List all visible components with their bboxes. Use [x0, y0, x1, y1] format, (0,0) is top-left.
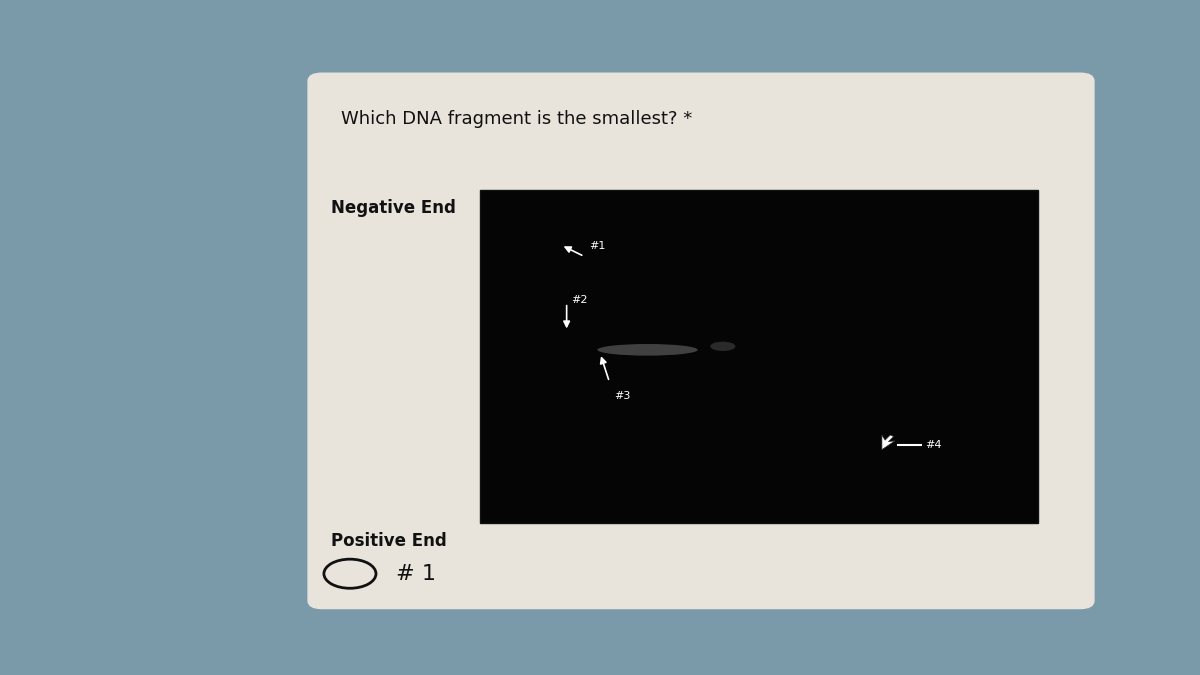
Ellipse shape: [598, 344, 697, 356]
Text: Positive End: Positive End: [331, 532, 448, 550]
Bar: [480, 190, 1038, 523]
Text: #2: #2: [571, 295, 588, 305]
Text: #1: #1: [589, 241, 605, 251]
Text: Which DNA fragment is the smallest? *: Which DNA fragment is the smallest? *: [341, 109, 692, 128]
Text: #4: #4: [925, 440, 942, 450]
Ellipse shape: [710, 342, 736, 351]
FancyBboxPatch shape: [308, 73, 1094, 609]
Text: # 1: # 1: [396, 564, 437, 584]
Text: #3: #3: [614, 392, 630, 402]
Polygon shape: [882, 435, 895, 450]
Text: Negative End: Negative End: [331, 199, 456, 217]
